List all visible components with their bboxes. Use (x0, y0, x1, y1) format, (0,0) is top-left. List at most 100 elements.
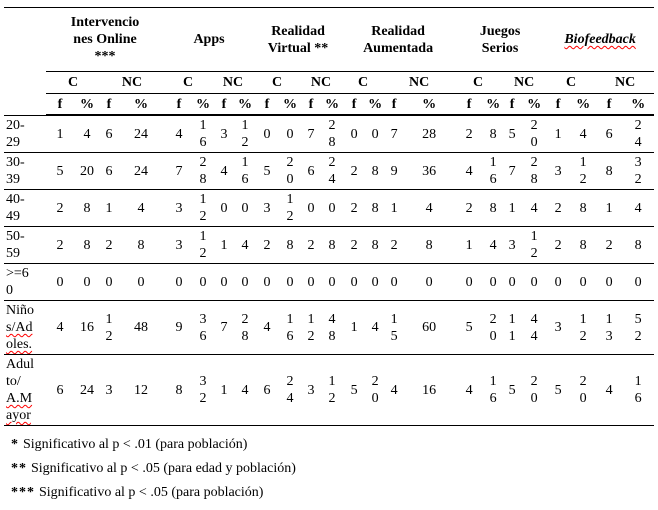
row-label-line: 49 (6, 209, 20, 224)
row-label-adulto-a-mayor: Adul to/A.M ayor (4, 354, 46, 426)
data-cell: 8 (74, 189, 100, 227)
condition-header-c: C (164, 71, 212, 94)
data-cell: 5 (502, 354, 523, 426)
measure-header-pct: % (522, 93, 547, 116)
footnotes: * Significativo al p < .01 (para població… (4, 426, 654, 505)
row-label-line: A.M (6, 391, 33, 406)
data-cell: 4 (46, 300, 74, 355)
data-cell: 4 (596, 354, 623, 426)
data-cell: 16 (404, 354, 455, 426)
group-header-realidad-aumentada: Realidad Aumentada (342, 7, 455, 72)
group-header-line: nes Online (73, 32, 137, 47)
footnote-2-text: Significativo al p < .05 (para edad y po… (31, 461, 296, 476)
measure-header-f: f (342, 93, 367, 116)
data-cell: 2 (254, 226, 281, 264)
measure-header-f: f (46, 93, 74, 116)
data-cell: 0 (194, 263, 212, 301)
data-cell: 0 (300, 263, 323, 301)
measure-header-f: f (300, 93, 323, 116)
row-label-line: to/ (6, 374, 21, 389)
data-cell: 1 (384, 189, 405, 227)
data-cell: 0 (342, 263, 367, 301)
data-cell: 4 (384, 354, 405, 426)
measure-header-pct: % (366, 93, 385, 116)
data-cell: 2 (384, 226, 405, 264)
condition-header-row: C NC C NC C NC C NC C NC C NC (4, 71, 655, 94)
data-cell: 3 (100, 354, 118, 426)
group-header-line: Realidad (371, 23, 425, 39)
data-cell: 0 (74, 263, 100, 301)
measure-header-pct: % (404, 93, 455, 116)
data-cell: 8 (366, 189, 385, 227)
data-cell: 3 (164, 189, 194, 227)
data-cell: 8 (596, 152, 623, 190)
measure-header-pct: % (194, 93, 212, 116)
measure-header-f: f (164, 93, 194, 116)
data-cell: 4 (454, 152, 485, 190)
measure-header-f: f (384, 93, 405, 116)
table-row: 50- 59 2 8 2 8 3 1 2 1 4 2 8 2 8 2 8 2 8 1 4 3 1 2 2 8 2 8 (4, 226, 655, 264)
data-cell: 2 (546, 226, 571, 264)
data-cell: 0 (384, 263, 405, 301)
data-cell: 2 (300, 226, 323, 264)
data-cell: 7 (300, 115, 323, 153)
data-cell: 3 (164, 226, 194, 264)
measure-header-pct: % (570, 93, 597, 116)
measure-header-pct: % (622, 93, 655, 116)
group-header-line: Intervencio (70, 15, 140, 30)
footnote-3-text: Significativo al p < .05 (para población… (39, 485, 264, 500)
data-cell: 4 (484, 226, 503, 264)
measure-header-pct: % (118, 93, 164, 116)
data-cell: 1 (454, 226, 485, 264)
data-cell: 0 (404, 263, 455, 301)
row-label-40-49: 40- 49 (4, 189, 46, 227)
data-cell: 6 (46, 354, 74, 426)
row-label-30-39: 30- 39 (4, 152, 46, 190)
data-cell: 2 (100, 226, 118, 264)
table-row: >=6 0 0 0 0 0 0 0 0 0 0 0 0 0 0 0 0 0 0 0 0 0 0 0 0 0 (4, 263, 655, 301)
data-cell: 6 (300, 152, 323, 190)
data-cell: 5 (502, 115, 523, 153)
data-cell: 4 (454, 354, 485, 426)
data-cell: 0 (596, 263, 623, 301)
row-label-50-59: 50- 59 (4, 226, 46, 264)
data-cell: 5 (254, 152, 281, 190)
data-cell: 28 (404, 115, 455, 153)
data-cell: 0 (280, 115, 301, 153)
condition-header-c: C (342, 71, 385, 94)
footnote-1-text: Significativo al p < .01 (para población… (23, 437, 248, 452)
table-row: Adul to/A.M ayor 6 24 3 12 8 3 2 1 4 6 2 4 3 1 2 5 2 0 4 16 4 1 6… (4, 354, 655, 426)
table-row: 40- 49 2 8 1 4 3 1 2 0 0 3 1 2 0 0 2 8 1 4 2 8 1 4 2 8 1 4 (4, 189, 655, 227)
row-label-line: 40- (6, 192, 25, 207)
data-cell: 8 (484, 115, 503, 153)
data-cell: 5 (546, 354, 571, 426)
data-cell: 8 (164, 354, 194, 426)
data-cell: 1 (546, 115, 571, 153)
data-cell: 0 (300, 189, 323, 227)
data-cell: 8 (570, 189, 597, 227)
group-header-line: *** (94, 49, 116, 64)
data-cell: 3 (546, 300, 571, 355)
row-label-20-29: 20- 29 (4, 115, 46, 153)
condition-header-c: C (254, 71, 301, 94)
data-cell: 0 (100, 263, 118, 301)
data-cell: 5 (454, 300, 485, 355)
data-cell: 8 (570, 226, 597, 264)
condition-header-nc: NC (502, 71, 547, 94)
measure-header-row: f% f% f% f% f% f% f% f% f% f% f% f% (4, 93, 655, 116)
row-label-line: s/Ad (6, 320, 33, 335)
data-cell: 4 (522, 189, 547, 227)
row-label-line: 50- (6, 229, 25, 244)
